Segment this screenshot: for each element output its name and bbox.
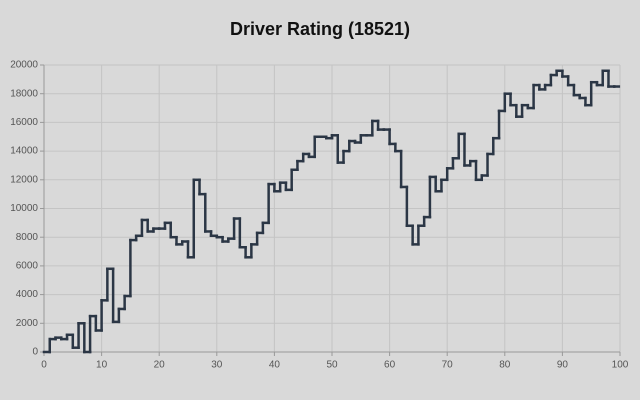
chart-title: Driver Rating (18521) xyxy=(230,19,410,39)
y-tick-label: 0 xyxy=(32,347,38,358)
y-tick-label: 18000 xyxy=(10,88,38,99)
x-tick-label: 90 xyxy=(557,360,569,371)
x-tick-label: 80 xyxy=(499,360,511,371)
y-tick-label: 4000 xyxy=(16,289,39,300)
x-tick-label: 10 xyxy=(96,360,108,371)
x-tick-label: 100 xyxy=(612,360,629,371)
y-tick-label: 6000 xyxy=(16,261,39,272)
x-tick-label: 60 xyxy=(384,360,396,371)
x-tick-label: 70 xyxy=(442,360,454,371)
y-tick-label: 16000 xyxy=(10,117,38,128)
x-tick-label: 20 xyxy=(154,360,166,371)
x-tick-label: 30 xyxy=(211,360,223,371)
y-tick-label: 2000 xyxy=(16,318,39,329)
y-tick-label: 10000 xyxy=(10,203,38,214)
y-tick-label: 12000 xyxy=(10,174,38,185)
y-tick-label: 20000 xyxy=(10,60,38,71)
x-tick-label: 50 xyxy=(326,360,338,371)
y-tick-label: 14000 xyxy=(10,146,38,157)
x-tick-label: 40 xyxy=(269,360,281,371)
x-tick-label: 0 xyxy=(41,360,47,371)
y-tick-label: 8000 xyxy=(16,232,39,243)
